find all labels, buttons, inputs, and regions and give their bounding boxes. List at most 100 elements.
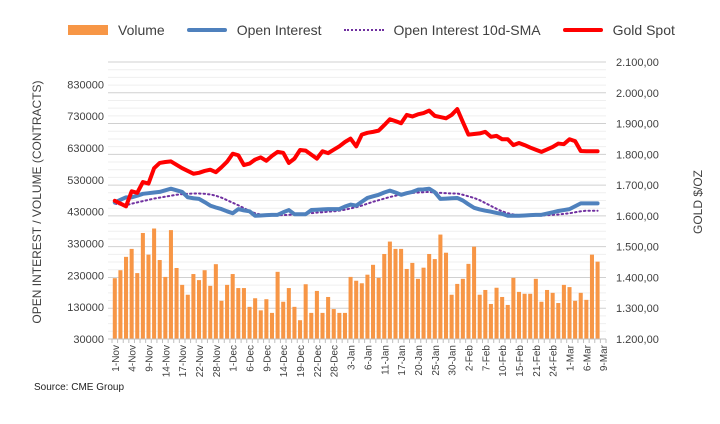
volume-bar	[427, 253, 432, 339]
x-tick-label: 9-Mar	[599, 344, 610, 371]
x-tick-label: 14-Nov	[161, 345, 172, 377]
volume-bar	[337, 312, 342, 339]
x-tick-label: 24-Feb	[549, 345, 560, 377]
x-tick-label: 19-Dec	[296, 345, 307, 377]
x-tick-label: 1-Nov	[111, 345, 122, 372]
legend-open-interest: Open Interest	[186, 22, 322, 38]
volume-bar	[286, 288, 291, 339]
volume-bar	[112, 278, 117, 339]
volume-bar	[410, 262, 415, 339]
volume-bar	[225, 284, 230, 339]
x-tick-label: 17-Jan	[397, 345, 408, 376]
volume-bar	[247, 306, 252, 339]
volume-bar	[326, 296, 331, 339]
volume-bar	[595, 261, 600, 339]
volume-bar	[533, 278, 538, 339]
volume-bar	[455, 283, 460, 339]
volume-bar	[399, 248, 404, 339]
volume-bar	[118, 270, 123, 339]
x-tick-label: 9-Dec	[262, 345, 273, 372]
right-tick-label: 1.600,00	[616, 211, 659, 223]
right-tick-label: 2.100,00	[616, 57, 659, 69]
legend-gold-spot: Gold Spot	[562, 22, 675, 38]
volume-bar	[213, 264, 218, 339]
volume-bar	[275, 271, 280, 339]
volume-bar	[505, 304, 510, 339]
right-axis-title: GOLD $/OZ	[691, 170, 705, 235]
legend: Volume Open Interest Open Interest 10d-S…	[68, 22, 697, 38]
volume-bar	[516, 291, 522, 339]
volume-bar	[477, 294, 482, 339]
volume-bar	[545, 289, 550, 339]
volume-bar	[556, 303, 561, 339]
volume-bar	[359, 283, 364, 339]
volume-bar	[157, 260, 162, 339]
x-tick-label: 14-Dec	[279, 345, 290, 377]
volume-bar	[331, 309, 336, 339]
volume-bar	[258, 310, 263, 339]
volume-bar	[264, 299, 269, 339]
volume-bar	[382, 253, 387, 339]
legend-sma: Open Interest 10d-SMA	[343, 22, 541, 38]
left-tick-label: 130000	[67, 302, 104, 314]
volume-bar	[539, 301, 544, 339]
volume-bar	[146, 254, 151, 339]
volume-bar	[124, 256, 129, 339]
x-tick-label: 6-Jan	[363, 345, 374, 370]
volume-bar	[466, 263, 471, 339]
volume-bar	[421, 267, 426, 339]
volume-bar	[438, 234, 443, 339]
volume-bar	[219, 300, 224, 339]
volume-bar	[528, 293, 533, 339]
left-tick-label: 830000	[67, 79, 104, 91]
gold-spot-line	[112, 107, 600, 209]
volume-bar	[494, 287, 499, 339]
left-tick-label: 330000	[67, 238, 104, 250]
volume-bar	[376, 277, 381, 339]
volume-bar	[342, 312, 347, 339]
x-tick-label: 25-Jan	[431, 345, 442, 376]
legend-volume: Volume	[68, 22, 165, 38]
left-axis-title: OPEN INTEREST / VOLUME (CONTRACTS)	[30, 80, 44, 324]
x-tick-label: 10-Feb	[498, 345, 509, 377]
volume-swatch-icon	[68, 25, 108, 35]
volume-bar	[253, 298, 258, 339]
volume-bar	[298, 320, 303, 339]
x-tick-label: 11-Jan	[380, 345, 391, 375]
legend-label: Gold Spot	[612, 22, 675, 38]
x-tick-label: 7-Feb	[481, 345, 492, 372]
volume-bar	[236, 288, 241, 339]
volume-bar	[269, 312, 275, 339]
volume-bar	[522, 293, 527, 339]
right-tick-label: 1.800,00	[616, 149, 659, 161]
sma-swatch-icon	[343, 29, 384, 31]
legend-label: Volume	[118, 22, 165, 38]
volume-bar	[432, 259, 437, 339]
volume-bar	[135, 273, 140, 339]
volume-bar	[578, 292, 583, 339]
x-tick-label: 21-Feb	[532, 345, 543, 377]
x-tick-label: 4-Nov	[128, 345, 139, 372]
volume-bar	[488, 303, 493, 339]
right-tick-label: 1.700,00	[616, 180, 659, 192]
volume-bar	[567, 287, 572, 339]
volume-bar	[472, 246, 477, 339]
left-tick-label: 430000	[67, 207, 104, 219]
volume-bar	[191, 274, 196, 339]
open-interest-swatch-icon	[186, 28, 227, 32]
volume-bar	[443, 252, 449, 339]
volume-bar	[561, 284, 566, 339]
x-tick-label: 6-Mar	[582, 344, 593, 371]
right-tick-label: 1.400,00	[616, 272, 659, 284]
x-tick-label: 1-Dec	[229, 345, 240, 372]
volume-bar	[196, 280, 202, 339]
volume-bar	[387, 241, 392, 339]
volume-bar	[354, 280, 359, 339]
x-tick-label: 22-Dec	[313, 345, 324, 377]
x-tick-label: 28-Nov	[212, 345, 223, 377]
legend-label: Open Interest	[236, 22, 322, 38]
volume-bar	[589, 254, 594, 339]
x-tick-label: 2-Feb	[464, 345, 475, 372]
right-tick-label: 1.900,00	[616, 119, 659, 131]
